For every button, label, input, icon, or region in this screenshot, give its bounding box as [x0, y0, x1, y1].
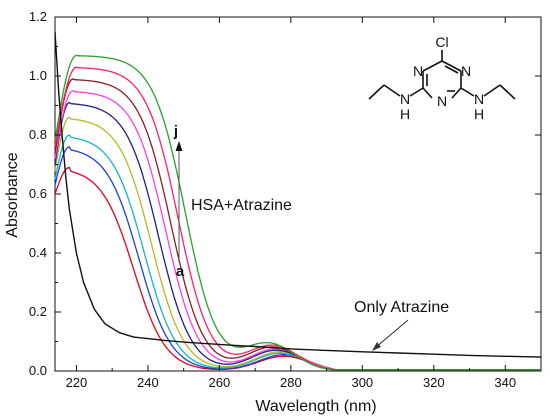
absorbance-curve — [54, 66, 541, 371]
x-tick-label: 260 — [209, 375, 231, 390]
y-tick-label: 0.4 — [29, 245, 47, 260]
chlorine-atom: Cl — [435, 34, 448, 50]
amine-nitrogen-left: N — [400, 91, 410, 107]
ring-nitrogen-bottom: N — [437, 93, 447, 109]
y-axis-title: Absorbance — [4, 152, 21, 237]
x-tick-label: 320 — [423, 375, 445, 390]
hsa-atrazine-label: HSA+Atrazine — [191, 197, 292, 214]
x-tick-label: 340 — [494, 375, 516, 390]
only-atrazine-label: Only Atrazine — [354, 299, 449, 316]
only-atrazine-curve — [54, 31, 542, 358]
label-a: a — [176, 263, 185, 280]
x-axis-title: Wavelength (nm) — [255, 398, 376, 415]
y-tick-label: 1.0 — [29, 68, 47, 83]
atrazine-structure — [368, 50, 516, 100]
y-tick-label: 0.0 — [29, 363, 47, 378]
amine-hydrogen-left: H — [400, 106, 410, 122]
x-tick-label: 300 — [351, 375, 373, 390]
ring-nitrogen-top-left: N — [413, 63, 423, 79]
absorbance-curve — [54, 90, 541, 371]
absorbance-curve — [54, 78, 541, 371]
axis-ticks: 220 240 260 280 300 320 340 0.0 0.2 0.4 0.6 0.8 1.0 1… — [29, 9, 541, 390]
label-j: j — [173, 123, 178, 140]
absorbance-curve — [54, 116, 541, 371]
y-tick-label: 0.2 — [29, 304, 47, 319]
absorbance-curve — [54, 54, 541, 371]
y-tick-label: 0.8 — [29, 127, 47, 142]
x-tick-label: 280 — [280, 375, 302, 390]
increase-arrow-head — [175, 141, 183, 151]
hsa-atrazine-curves — [54, 54, 541, 371]
amine-nitrogen-right: N — [474, 91, 484, 107]
amine-hydrogen-right: H — [474, 106, 484, 122]
absorbance-curve — [54, 145, 541, 371]
absorbance-curve — [54, 101, 541, 371]
y-tick-label: 0.6 — [29, 186, 47, 201]
y-tick-label: 1.2 — [29, 9, 47, 24]
only-atrazine-pointer — [374, 319, 409, 349]
x-tick-label: 240 — [137, 375, 159, 390]
x-tick-label: 220 — [66, 375, 88, 390]
ring-nitrogen-top-right: N — [461, 63, 471, 79]
only-atrazine-pointer-head — [372, 342, 381, 351]
